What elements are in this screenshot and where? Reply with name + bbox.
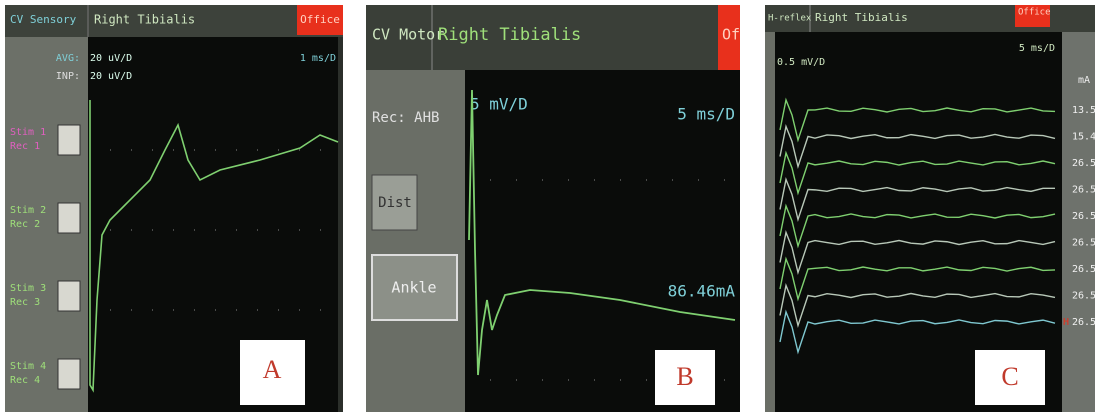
unit: mA (1078, 75, 1090, 86)
timebase: 5 ms/D (677, 105, 735, 124)
muscle: Right Tibialis (94, 13, 195, 27)
current: 13.5 (1072, 105, 1095, 116)
mode: CV Sensory (10, 13, 77, 26)
avg-label: AVG: (56, 53, 80, 64)
current: 26.5 (1072, 158, 1095, 169)
muscle: Right Tibialis (815, 11, 908, 24)
status: Of (722, 26, 740, 44)
panel-a: CV Sensory Right Tibialis Office AVG: 20… (5, 5, 343, 412)
rec: Rec 4 (10, 375, 40, 386)
current: 26.5 (1072, 238, 1095, 249)
button-label: Ankle (391, 279, 436, 297)
rec: Rec 2 (10, 219, 40, 230)
status: Office (300, 13, 340, 26)
channel-button (58, 125, 80, 155)
channel-button (58, 203, 80, 233)
sensitivity: 5 mV/D (470, 95, 528, 114)
inp-label: INP: (56, 71, 80, 82)
mode: H-reflex (768, 14, 812, 24)
sidebar (765, 32, 775, 412)
muscle: Right Tibialis (438, 25, 581, 45)
current: 26.5 (1072, 211, 1095, 222)
channel-button (58, 281, 80, 311)
mode: CV Motor (372, 26, 444, 44)
rec: Rec 3 (10, 297, 40, 308)
current: 26.5 (1072, 317, 1095, 328)
timebase: 1 ms/D (300, 53, 336, 64)
stim: Stim 4 (10, 361, 46, 372)
panel-label: C (1001, 362, 1018, 391)
rec: Rec: AHB (372, 110, 439, 126)
current: 26.5 (1072, 264, 1095, 275)
button-label: Dist (378, 195, 412, 211)
current: 86.46mA (668, 282, 736, 301)
current-column (1062, 32, 1095, 412)
timebase: 5 ms/D (1019, 43, 1055, 54)
panel-label: A (263, 355, 282, 384)
current: 26.5 (1072, 291, 1095, 302)
avg: 20 uV/D (90, 53, 132, 64)
sensitivity: 0.5 mV/D (777, 57, 825, 68)
panel-b: CV Motor Right Tibialis Of Rec: AHB Dist… (366, 5, 740, 412)
inp: 20 uV/D (90, 71, 132, 82)
marker: H (1063, 317, 1069, 328)
stim: Stim 2 (10, 205, 46, 216)
stim: Stim 1 (10, 127, 46, 138)
panel-c: H-reflex Right Tibialis Office 0.5 mV/D … (765, 5, 1095, 412)
current: 26.5 (1072, 185, 1095, 196)
channel-button (58, 359, 80, 389)
panel-label: B (676, 362, 693, 391)
current: 15.4 (1072, 132, 1095, 143)
figure: CV Sensory Right Tibialis Office AVG: 20… (0, 0, 1095, 415)
stim: Stim 3 (10, 283, 46, 294)
status: Office (1018, 8, 1051, 18)
rec: Rec 1 (10, 141, 40, 152)
